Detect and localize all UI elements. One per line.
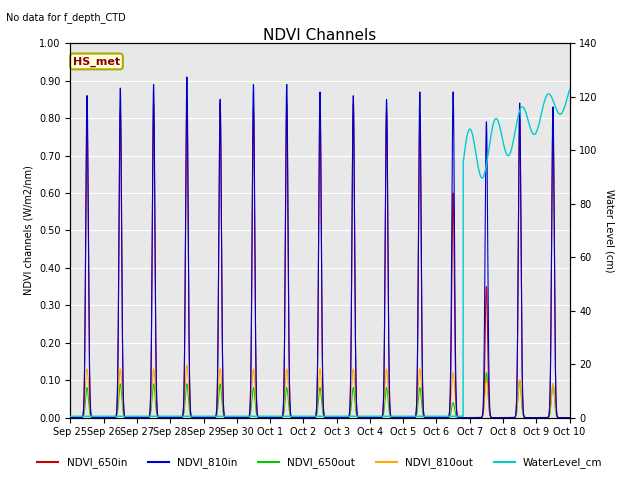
- Title: NDVI Channels: NDVI Channels: [264, 28, 376, 43]
- Y-axis label: Water Level (cm): Water Level (cm): [605, 189, 614, 272]
- Text: HS_met: HS_met: [73, 56, 120, 67]
- Y-axis label: NDVI channels (W/m2/nm): NDVI channels (W/m2/nm): [24, 166, 34, 295]
- Legend: NDVI_650in, NDVI_810in, NDVI_650out, NDVI_810out, WaterLevel_cm: NDVI_650in, NDVI_810in, NDVI_650out, NDV…: [33, 453, 607, 472]
- Text: No data for f_depth_CTD: No data for f_depth_CTD: [6, 12, 126, 23]
